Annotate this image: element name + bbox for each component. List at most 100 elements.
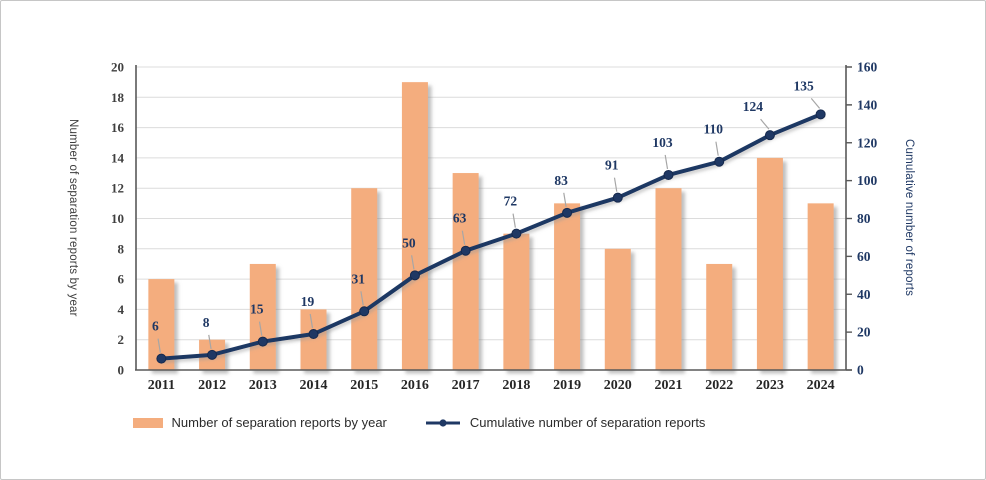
data-label-leader (461, 230, 466, 245)
data-label: 91 (605, 158, 619, 173)
line-marker-2012 (207, 349, 218, 360)
line-marker-2016 (409, 270, 420, 281)
left-tick-label: 20 (111, 60, 124, 75)
data-label-leader (760, 118, 770, 130)
left-tick-label: 12 (111, 181, 124, 196)
left-tick-label: 4 (118, 302, 125, 317)
bar-2024 (807, 203, 834, 370)
right-tick-label: 140 (857, 97, 878, 112)
data-label-leader (157, 338, 161, 353)
x-tick-label: 2012 (198, 378, 226, 393)
data-label-leader (563, 192, 567, 207)
data-label-leader (512, 213, 516, 228)
x-tick-label: 2023 (756, 378, 784, 393)
data-label: 50 (402, 235, 416, 250)
bar-2020 (604, 248, 631, 370)
right-tick-label: 0 (857, 363, 864, 378)
bar-2018 (503, 233, 530, 370)
right-axis-title: Cumulative number of reports (903, 139, 915, 297)
cumulative-line (159, 112, 823, 361)
bar-2014 (300, 309, 327, 370)
left-tick-label: 0 (118, 363, 125, 378)
bar-2021 (655, 188, 682, 370)
right-tick-label: 120 (857, 135, 878, 150)
line-marker-2020 (612, 192, 623, 203)
data-label: 8 (203, 315, 210, 330)
bar-swatch (132, 417, 163, 428)
data-label: 6 (152, 319, 159, 334)
line-marker-2013 (257, 336, 268, 347)
x-tick-label: 2022 (705, 378, 733, 393)
right-tick-label: 60 (857, 249, 871, 264)
data-label-leader (208, 334, 212, 349)
data-label-leader (664, 154, 669, 170)
data-label-leader (360, 291, 364, 306)
left-tick-label: 16 (111, 120, 125, 135)
data-label: 135 (794, 78, 815, 93)
line-marker-2021 (663, 169, 674, 180)
data-label-leader (810, 97, 821, 109)
x-tick-label: 2018 (502, 378, 530, 393)
line-marker-2019 (562, 207, 573, 218)
data-label: 110 (703, 122, 723, 137)
bar-2019 (554, 203, 581, 370)
x-tick-label: 2017 (452, 378, 480, 393)
bar-2016 (401, 82, 428, 371)
x-tick-label: 2024 (807, 378, 835, 393)
legend-item-bars: Number of separation reports by year (132, 415, 387, 430)
bar-2017 (452, 173, 479, 370)
line-marker-2023 (764, 130, 775, 141)
x-tick-label: 2021 (655, 378, 683, 393)
left-tick-label: 8 (118, 241, 125, 256)
legend-item-line: Cumulative number of separation reports (425, 415, 706, 430)
line-marker-2018 (511, 228, 522, 239)
x-tick-label: 2020 (604, 378, 632, 393)
data-label: 31 (351, 271, 365, 286)
left-tick-label: 18 (111, 90, 125, 105)
line-marker-2024 (815, 109, 826, 120)
left-axis-title: Number of separation reports by year (67, 119, 79, 317)
right-tick-label: 20 (857, 325, 871, 340)
x-tick-label: 2011 (148, 378, 175, 393)
data-label-leader (411, 255, 415, 270)
right-tick-label: 100 (857, 173, 878, 188)
left-tick-label: 14 (111, 150, 125, 165)
bar-2023 (756, 157, 783, 370)
left-tick-label: 2 (118, 332, 125, 347)
left-tick-label: 10 (111, 211, 124, 226)
line-marker-2015 (359, 306, 370, 317)
left-tick-label: 6 (118, 272, 125, 287)
data-label-leader (613, 177, 618, 192)
right-tick-label: 160 (857, 60, 878, 75)
data-label: 124 (743, 99, 764, 114)
x-tick-label: 2015 (350, 378, 378, 393)
line-marker-2022 (714, 156, 725, 167)
right-tick-label: 40 (857, 287, 871, 302)
bar-series (148, 82, 834, 371)
data-label-leader (715, 141, 719, 156)
line-marker-2011 (156, 353, 167, 364)
line-marker-swatch (425, 418, 460, 427)
data-label: 63 (453, 211, 467, 226)
data-label: 15 (250, 302, 264, 317)
x-tick-label: 2014 (300, 378, 328, 393)
data-label: 103 (652, 135, 673, 150)
line-marker-2014 (308, 329, 319, 340)
data-label: 83 (554, 173, 568, 188)
bar-2015 (351, 188, 378, 370)
chart-legend: Number of separation reports by year Cum… (1, 415, 912, 430)
bar-2022 (706, 263, 733, 370)
data-label: 19 (301, 294, 315, 309)
x-tick-label: 2016 (401, 378, 429, 393)
data-label-leader (309, 313, 314, 329)
bar-2013 (249, 263, 276, 370)
data-label: 72 (504, 194, 518, 209)
combo-chart-svg: 0 2 4 6 8 10 12 14 16 18 20 0 20 40 60 80 100 120 140 160 20… (111, 60, 878, 394)
data-label-leader (258, 321, 263, 336)
x-tick-label: 2019 (553, 378, 581, 393)
legend-label-line: Cumulative number of separation reports (469, 415, 706, 430)
x-tick-label: 2013 (249, 378, 277, 393)
legend-label-bars: Number of separation reports by year (171, 415, 387, 430)
line-marker-2017 (460, 245, 471, 256)
